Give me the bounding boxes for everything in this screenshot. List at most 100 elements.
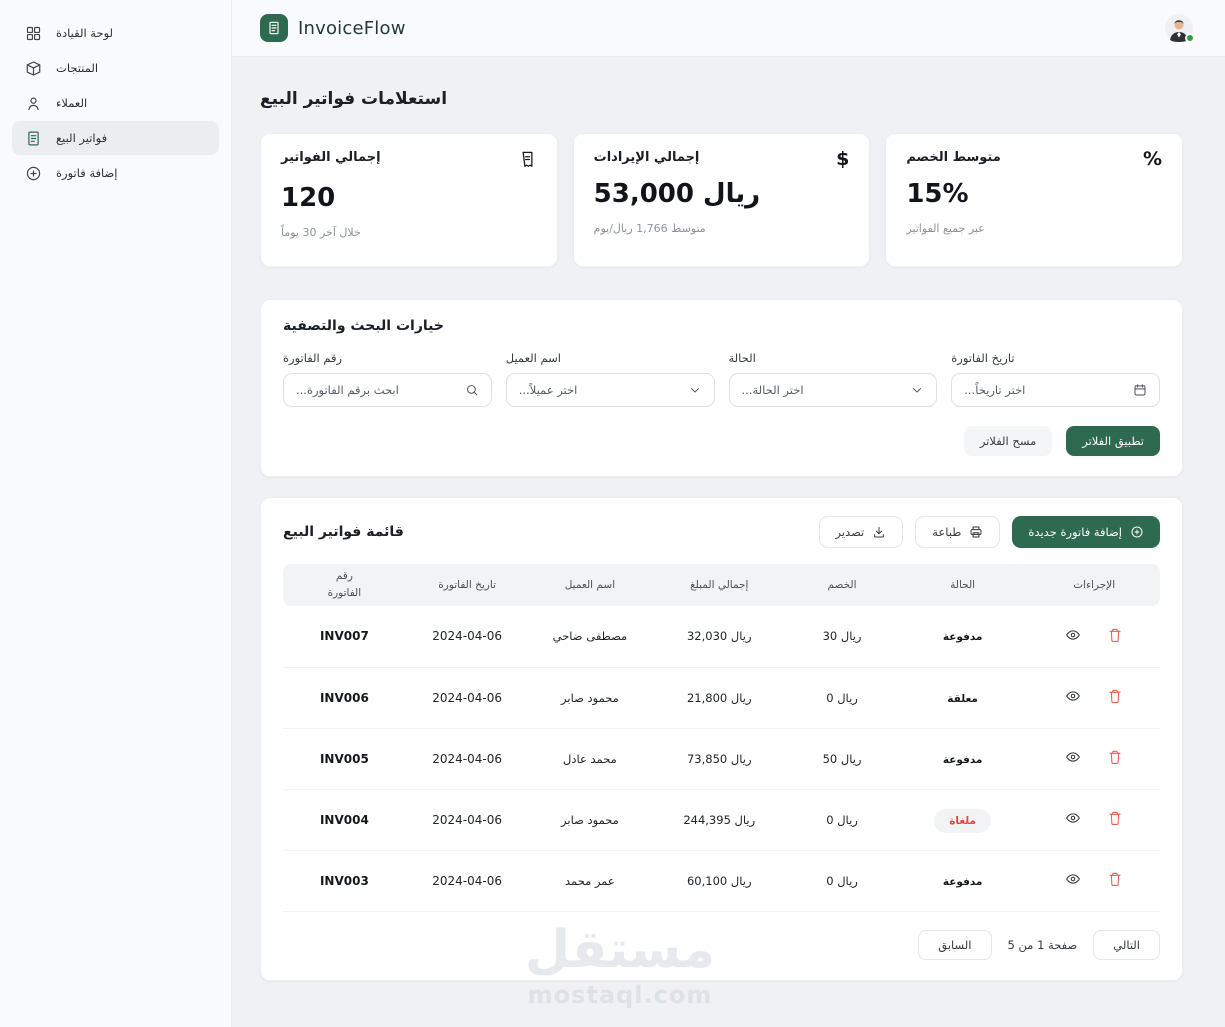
stat-value: 53,000 ريال <box>593 179 761 209</box>
main-column: InvoiceFlow استعلامات فواتير البيع <box>232 0 1225 1027</box>
add-invoice-button[interactable]: إضافة فاتورة جديدة <box>1012 516 1160 548</box>
view-invoice-button[interactable] <box>1065 688 1081 704</box>
delete-invoice-button[interactable] <box>1107 688 1123 704</box>
status-badge: معلقة <box>947 692 978 705</box>
sidebar-item-label: إضافة فاتورة <box>56 166 118 180</box>
filter-actions: مسح الفلاتر تطبيق الفلاتر <box>283 426 1160 456</box>
apply-filters-button[interactable]: تطبيق الفلاتر <box>1066 426 1160 456</box>
dashboard-grid-icon <box>25 25 42 42</box>
sidebar-item-dashboard[interactable]: لوحة القيادة <box>12 16 219 50</box>
sidebar-item-clients[interactable]: العملاء <box>12 86 219 120</box>
sidebar-item-products[interactable]: المنتجات <box>12 51 219 85</box>
eye-icon <box>1066 874 1081 884</box>
user-avatar[interactable] <box>1165 14 1195 43</box>
sidebar-item-label: لوحة القيادة <box>56 26 114 40</box>
clear-filters-button[interactable]: مسح الفلاتر <box>963 426 1053 456</box>
stat-subtitle: عبر جميع الفواتير <box>906 222 985 235</box>
view-invoice-button[interactable] <box>1065 810 1081 826</box>
stat-card-average-discount: متوسط الخصم % 15% عبر جميع الفواتير <box>885 133 1183 267</box>
eye-icon <box>1066 691 1081 701</box>
total-amount-cell: 244,395 ريال <box>651 789 788 851</box>
stat-title: متوسط الخصم <box>906 150 1001 165</box>
delete-invoice-button[interactable] <box>1107 749 1123 765</box>
sidebar-item-label: فواتير البيع <box>56 131 108 145</box>
pagination: السابق صفحة 1 من 5 التالي <box>283 929 1160 960</box>
discount-cell: 50 ريال <box>787 728 897 790</box>
input-placeholder: ابحث برقم الفاتورة... <box>296 383 399 397</box>
sidebar: لوحة القيادة المنتجات العملاء فواتير الب… <box>0 0 232 1027</box>
invoice-number-search-input[interactable]: ابحث برقم الفاتورة... <box>283 373 492 407</box>
actions-cell <box>1028 606 1160 668</box>
invoices-panel-header: قائمة فواتير البيع تصدير طباعة <box>283 516 1160 548</box>
discount-cell: 0 ريال <box>787 789 897 851</box>
stat-subtitle: خلال آخر 30 يوماً <box>281 226 361 239</box>
stat-card-total-revenue: إجمالي الإيرادات $ 53,000 ريال متوسط 1,7… <box>572 133 871 267</box>
select-placeholder: اختر الحالة... <box>741 383 804 397</box>
person-icon <box>25 95 42 112</box>
trash-icon <box>1109 811 1121 826</box>
brand-logo: InvoiceFlow <box>260 14 406 42</box>
table-row: INV007 2024-04-06 مصطفى ضاحي 32,030 ريال… <box>283 606 1160 668</box>
calendar-icon <box>1133 383 1147 397</box>
input-placeholder: اختر تاريخاً... <box>964 383 1026 397</box>
select-placeholder: اختر عميلاً... <box>518 383 578 397</box>
view-invoice-button[interactable] <box>1065 627 1081 643</box>
print-button[interactable]: طباعة <box>915 516 1001 548</box>
trash-icon <box>1109 628 1121 642</box>
invoice-date-cell: 2024-04-06 <box>405 667 529 729</box>
topbar: InvoiceFlow <box>232 0 1225 57</box>
stat-card-total-invoices: إجمالي الفواتير 120 خلال آخر 30 يوماً <box>260 133 558 267</box>
next-page-button[interactable]: التالي <box>1093 929 1160 960</box>
invoice-number-cell: INV005 <box>283 728 406 790</box>
client-name-cell: عمر محمد <box>528 850 652 912</box>
export-button[interactable]: تصدير <box>818 516 904 548</box>
discount-cell: 0 ريال <box>787 850 897 912</box>
sidebar-item-label: المنتجات <box>56 61 99 75</box>
delete-invoice-button[interactable] <box>1107 627 1123 643</box>
previous-page-button[interactable]: السابق <box>918 929 992 960</box>
sidebar-item-add-invoice[interactable]: إضافة فاتورة <box>12 156 219 190</box>
delete-invoice-button[interactable] <box>1107 871 1123 887</box>
filters-panel: خيارات البحث والتصفية رقم الفاتورة ابحث … <box>260 299 1183 477</box>
download-icon <box>872 525 886 539</box>
status-select[interactable]: اختر الحالة... <box>728 373 938 407</box>
status-badge: مدفوعة <box>942 753 983 766</box>
sidebar-item-sales-invoices[interactable]: فواتير البيع <box>12 121 219 155</box>
status-cell: معلقة <box>896 667 1029 729</box>
view-invoice-button[interactable] <box>1065 749 1081 765</box>
total-amount-cell: 60,100 ريال <box>651 850 788 912</box>
col-invoice-number: رقم الفاتورة <box>283 564 406 606</box>
eye-icon <box>1066 813 1081 823</box>
status-badge: مدفوعة <box>942 875 983 888</box>
invoices-table: رقم الفاتورة تاريخ الفاتورة اسم العميل إ… <box>283 564 1160 912</box>
invoice-date-cell: 2024-04-06 <box>405 606 529 668</box>
client-select[interactable]: اختر عميلاً... <box>505 373 715 407</box>
view-invoice-button[interactable] <box>1065 871 1081 887</box>
invoice-number-cell: INV003 <box>283 850 406 912</box>
discount-cell: 0 ريال <box>787 667 897 729</box>
actions-cell <box>1028 789 1160 851</box>
col-actions: الإجراءات <box>1028 564 1160 606</box>
col-status: الحالة <box>896 564 1029 606</box>
invoice-date-cell: 2024-04-06 <box>405 789 529 851</box>
filter-label: اسم العميل <box>505 351 561 365</box>
date-picker-input[interactable]: اختر تاريخاً... <box>951 373 1160 407</box>
plus-circle-icon <box>25 165 42 182</box>
delete-invoice-button[interactable] <box>1107 810 1123 826</box>
discount-cell: 30 ريال <box>787 606 897 668</box>
invoices-actions: تصدير طباعة إضافة فاتورة ج <box>818 516 1160 548</box>
status-cell: مدفوعة <box>896 606 1029 668</box>
status-cell: مدفوعة <box>896 850 1029 912</box>
filter-date: تاريخ الفاتورة اختر تاريخاً... <box>951 351 1160 407</box>
printer-icon <box>969 525 983 539</box>
online-status-dot <box>1185 33 1195 43</box>
table-row: INV005 2024-04-06 محمد عادل 73,850 ريال … <box>283 728 1160 790</box>
status-cell: ملغاة <box>896 789 1029 851</box>
filter-invoice-number: رقم الفاتورة ابحث برقم الفاتورة... <box>283 351 492 407</box>
invoice-number-cell: INV006 <box>283 667 406 729</box>
status-cell: مدفوعة <box>896 728 1029 790</box>
table-row: INV006 2024-04-06 محمود صابر 21,800 ريال… <box>283 667 1160 729</box>
brand-name: InvoiceFlow <box>298 17 406 39</box>
invoice-icon <box>25 130 42 147</box>
col-client-name: اسم العميل <box>528 564 652 606</box>
